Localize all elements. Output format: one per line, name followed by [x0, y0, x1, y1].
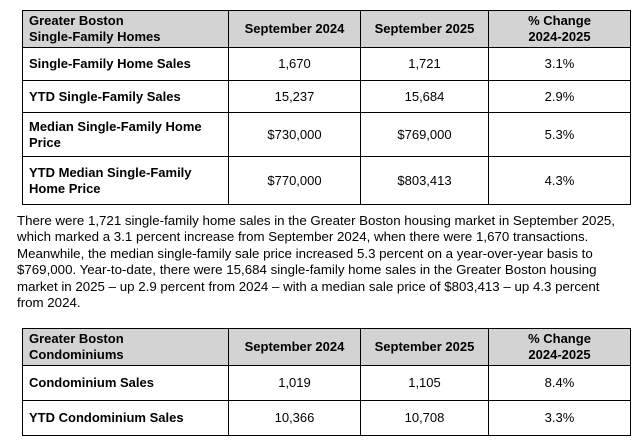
- table-header-row: Greater Boston Single-Family Homes Septe…: [22, 10, 631, 48]
- row-label: YTD Condominium Sales: [22, 400, 229, 436]
- value-pct-change: 8.4%: [488, 365, 631, 401]
- column-header-sep2025: September 2025: [360, 328, 489, 366]
- column-header-pct-change: % Change 2024-2025: [488, 10, 631, 48]
- table-row: YTD Median Single-Family Home Price $770…: [22, 156, 631, 205]
- value-sep2024: 1,670: [228, 47, 361, 81]
- single-family-table: Greater Boston Single-Family Homes Septe…: [22, 10, 631, 205]
- column-header-sep2024: September 2024: [228, 328, 361, 366]
- value-sep2025: $803,413: [360, 156, 489, 205]
- value-sep2025: 1,721: [360, 47, 489, 81]
- row-label: YTD Median Single-Family Home Price: [22, 156, 229, 205]
- table-title: Greater Boston Condominiums: [22, 328, 229, 366]
- table-row: Single-Family Home Sales 1,670 1,721 3.1…: [22, 47, 631, 81]
- value-pct-change: 2.9%: [488, 80, 631, 113]
- table-row: YTD Condominium Sales 10,366 10,708 3.3%: [22, 400, 631, 436]
- value-sep2024: 10,366: [228, 400, 361, 436]
- condominium-table: Greater Boston Condominiums September 20…: [22, 328, 631, 436]
- table-row: Median Single-Family Home Price $730,000…: [22, 112, 631, 157]
- table-row: Condominium Sales 1,019 1,105 8.4%: [22, 365, 631, 401]
- table-row: YTD Single-Family Sales 15,237 15,684 2.…: [22, 80, 631, 113]
- value-sep2025: 10,708: [360, 400, 489, 436]
- value-pct-change: 3.1%: [488, 47, 631, 81]
- value-sep2024: $730,000: [228, 112, 361, 157]
- row-label: Condominium Sales: [22, 365, 229, 401]
- column-header-pct-change: % Change 2024-2025: [488, 328, 631, 366]
- table-title: Greater Boston Single-Family Homes: [22, 10, 229, 48]
- row-label: YTD Single-Family Sales: [22, 80, 229, 113]
- value-sep2025: $769,000: [360, 112, 489, 157]
- value-sep2024: $770,000: [228, 156, 361, 205]
- value-sep2025: 15,684: [360, 80, 489, 113]
- value-sep2024: 15,237: [228, 80, 361, 113]
- column-header-sep2025: September 2025: [360, 10, 489, 48]
- value-pct-change: 4.3%: [488, 156, 631, 205]
- row-label: Single-Family Home Sales: [22, 47, 229, 81]
- table-header-row: Greater Boston Condominiums September 20…: [22, 328, 631, 366]
- column-header-sep2024: September 2024: [228, 10, 361, 48]
- value-sep2024: 1,019: [228, 365, 361, 401]
- market-summary-paragraph: There were 1,721 single-family home sale…: [17, 213, 615, 311]
- value-sep2025: 1,105: [360, 365, 489, 401]
- value-pct-change: 5.3%: [488, 112, 631, 157]
- value-pct-change: 3.3%: [488, 400, 631, 436]
- row-label: Median Single-Family Home Price: [22, 112, 229, 157]
